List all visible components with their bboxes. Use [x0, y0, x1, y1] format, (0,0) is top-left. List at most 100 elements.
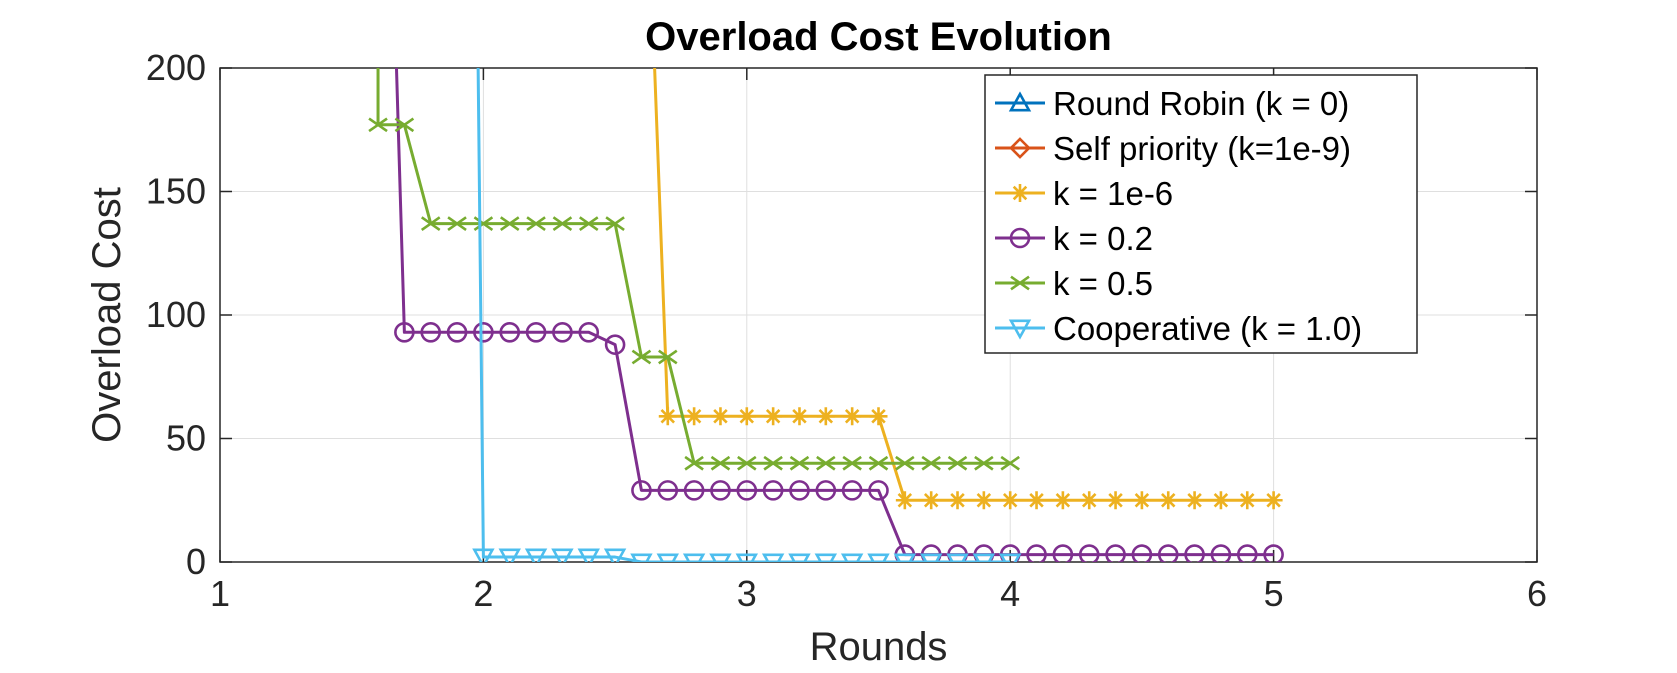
series-5-point [946, 553, 969, 562]
series-2-point [895, 491, 914, 510]
legend-marker [1008, 91, 1032, 112]
series-5-point [735, 553, 759, 562]
series-2-point [790, 407, 809, 426]
series-4-point [763, 455, 783, 471]
series-3-point [710, 480, 731, 501]
series-5-point [656, 553, 679, 562]
series-4 [368, 68, 1020, 471]
series-3-point [841, 480, 863, 501]
series-2-point [1106, 491, 1125, 510]
axis-ticks: 1 2 3 4 5 6 0 50 100 150 200 [146, 47, 1547, 614]
series-5-point [972, 553, 996, 562]
legend-label: k = 0.2 [1053, 220, 1153, 257]
series-3-point [1184, 544, 1205, 562]
series-4-point [552, 216, 573, 231]
series-4-line [376, 68, 1011, 465]
series-4-point [420, 216, 441, 231]
series-2-point [1185, 491, 1204, 510]
x-axis-label: Rounds [810, 625, 948, 669]
series-3-point [1263, 544, 1284, 562]
y-axis-label: Overload Cost [85, 187, 129, 443]
y-tick-label: 0 [186, 541, 206, 582]
legend-label: Cooperative (k = 1.0) [1053, 310, 1362, 347]
series-4-point [394, 117, 415, 133]
series-3-point [1026, 544, 1047, 562]
series-5-point [867, 553, 890, 562]
series-5-point [788, 553, 811, 562]
legend-label: Round Robin (k = 0) [1053, 85, 1349, 122]
x-tick-label: 6 [1527, 573, 1547, 614]
series-5-point [577, 548, 600, 562]
series-3-point [473, 321, 494, 343]
series-2-point [711, 407, 730, 426]
series-3-point [868, 480, 889, 501]
series-5-point [630, 553, 653, 562]
series-2-point [1053, 491, 1072, 510]
series-2-point [1080, 491, 1099, 510]
legend: Round Robin (k = 0) Self priority (k=1e-9… [984, 74, 1418, 354]
series-4-point [473, 216, 494, 231]
series-2-point [764, 407, 783, 426]
legend-entry: k = 0.5 [995, 265, 1153, 302]
series-4-point [974, 455, 994, 471]
x-tick-label: 4 [1000, 573, 1020, 614]
series-3-point [604, 334, 626, 355]
series-3-point [657, 480, 679, 501]
series-3-point [815, 480, 837, 501]
series-5-point [472, 548, 495, 562]
x-tick-label: 2 [473, 573, 493, 614]
series-5-point [814, 553, 838, 562]
series-5-point [919, 553, 943, 562]
legend-marker [1010, 275, 1030, 291]
series-5-point [893, 553, 917, 562]
series-5-point [603, 548, 627, 562]
legend-marker [1011, 184, 1029, 202]
series-4-point [579, 216, 599, 231]
series-4-point [947, 455, 968, 471]
series-5-point [998, 553, 1022, 562]
series-3-point [683, 480, 705, 501]
series-3-point [1210, 544, 1232, 562]
series-2-point [1238, 491, 1257, 510]
series-4-point [684, 455, 704, 471]
series-5-point [551, 548, 574, 562]
series-4-point [816, 455, 836, 471]
series-4-point [631, 349, 652, 365]
legend-marker [1008, 319, 1032, 340]
series-2-point [1001, 491, 1020, 510]
series-3-point [420, 321, 442, 343]
series-3-point [525, 321, 547, 343]
series-4-point [368, 117, 388, 133]
series-5-point [761, 553, 785, 562]
series-4-point [921, 455, 941, 471]
series-4-point [526, 216, 546, 231]
legend-marker [1009, 137, 1031, 159]
series-2-point [843, 407, 862, 426]
y-tick-label: 200 [146, 47, 206, 88]
legend-box [984, 74, 1418, 354]
series-2-point [869, 407, 888, 426]
series-2-point [1027, 491, 1046, 510]
series-3-point [789, 480, 810, 501]
series-2-point [737, 407, 756, 426]
series-3-point [1105, 544, 1126, 562]
series-3-point [1236, 544, 1258, 562]
series-3-point [1078, 544, 1100, 562]
series-2-point [685, 407, 704, 426]
y-tick-label: 100 [146, 294, 206, 335]
chart-title: Overload Cost Evolution [645, 15, 1112, 59]
series-2-point [658, 407, 677, 426]
series-4-point [499, 216, 520, 231]
series-5 [472, 68, 1022, 562]
series-3-point [552, 321, 573, 343]
series-5-point [840, 553, 864, 562]
series-5-point [709, 553, 732, 562]
series-2-point [974, 491, 993, 510]
series-2-point [816, 407, 835, 426]
legend-marker [1009, 227, 1031, 249]
series-3-point [578, 321, 600, 343]
data-series [368, 68, 1284, 562]
x-tick-label: 1 [210, 573, 230, 614]
legend-label: k = 0.5 [1053, 265, 1153, 302]
